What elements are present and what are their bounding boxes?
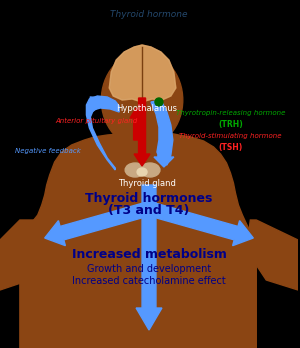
Ellipse shape bbox=[140, 163, 160, 177]
Text: (TRH): (TRH) bbox=[218, 120, 243, 129]
Ellipse shape bbox=[137, 168, 147, 176]
FancyArrow shape bbox=[88, 97, 105, 112]
FancyArrow shape bbox=[152, 203, 253, 246]
Polygon shape bbox=[18, 131, 256, 348]
Ellipse shape bbox=[155, 98, 163, 106]
FancyArrow shape bbox=[134, 98, 150, 166]
Polygon shape bbox=[121, 148, 164, 185]
Polygon shape bbox=[109, 45, 176, 102]
FancyArrow shape bbox=[130, 108, 142, 140]
Ellipse shape bbox=[101, 53, 183, 148]
Polygon shape bbox=[151, 100, 173, 165]
FancyArrow shape bbox=[154, 155, 174, 167]
Text: Thyroid hormone: Thyroid hormone bbox=[110, 10, 188, 19]
Text: (TSH): (TSH) bbox=[218, 143, 243, 152]
FancyArrow shape bbox=[45, 203, 146, 246]
Text: Increased metabolism: Increased metabolism bbox=[72, 248, 226, 261]
Ellipse shape bbox=[125, 163, 145, 177]
Text: Thyrotropin-releasing hormone: Thyrotropin-releasing hormone bbox=[176, 110, 285, 116]
Text: (T3 and T4): (T3 and T4) bbox=[108, 204, 190, 217]
Text: Increased catecholamine effect: Increased catecholamine effect bbox=[72, 276, 226, 286]
Polygon shape bbox=[246, 220, 298, 290]
Polygon shape bbox=[109, 45, 176, 102]
Polygon shape bbox=[86, 96, 119, 170]
Polygon shape bbox=[0, 220, 50, 290]
FancyArrow shape bbox=[136, 185, 162, 330]
Text: Growth and development: Growth and development bbox=[87, 264, 211, 274]
Text: Thyroid-stimulating hormone: Thyroid-stimulating hormone bbox=[179, 133, 282, 139]
Text: Negative feedback: Negative feedback bbox=[15, 148, 81, 154]
Text: Anterior pituitary gland: Anterior pituitary gland bbox=[55, 118, 137, 124]
Text: Hypothalamus: Hypothalamus bbox=[116, 104, 178, 113]
Text: Thyroid hormones: Thyroid hormones bbox=[85, 192, 213, 205]
Text: Thyroid gland: Thyroid gland bbox=[118, 179, 176, 188]
